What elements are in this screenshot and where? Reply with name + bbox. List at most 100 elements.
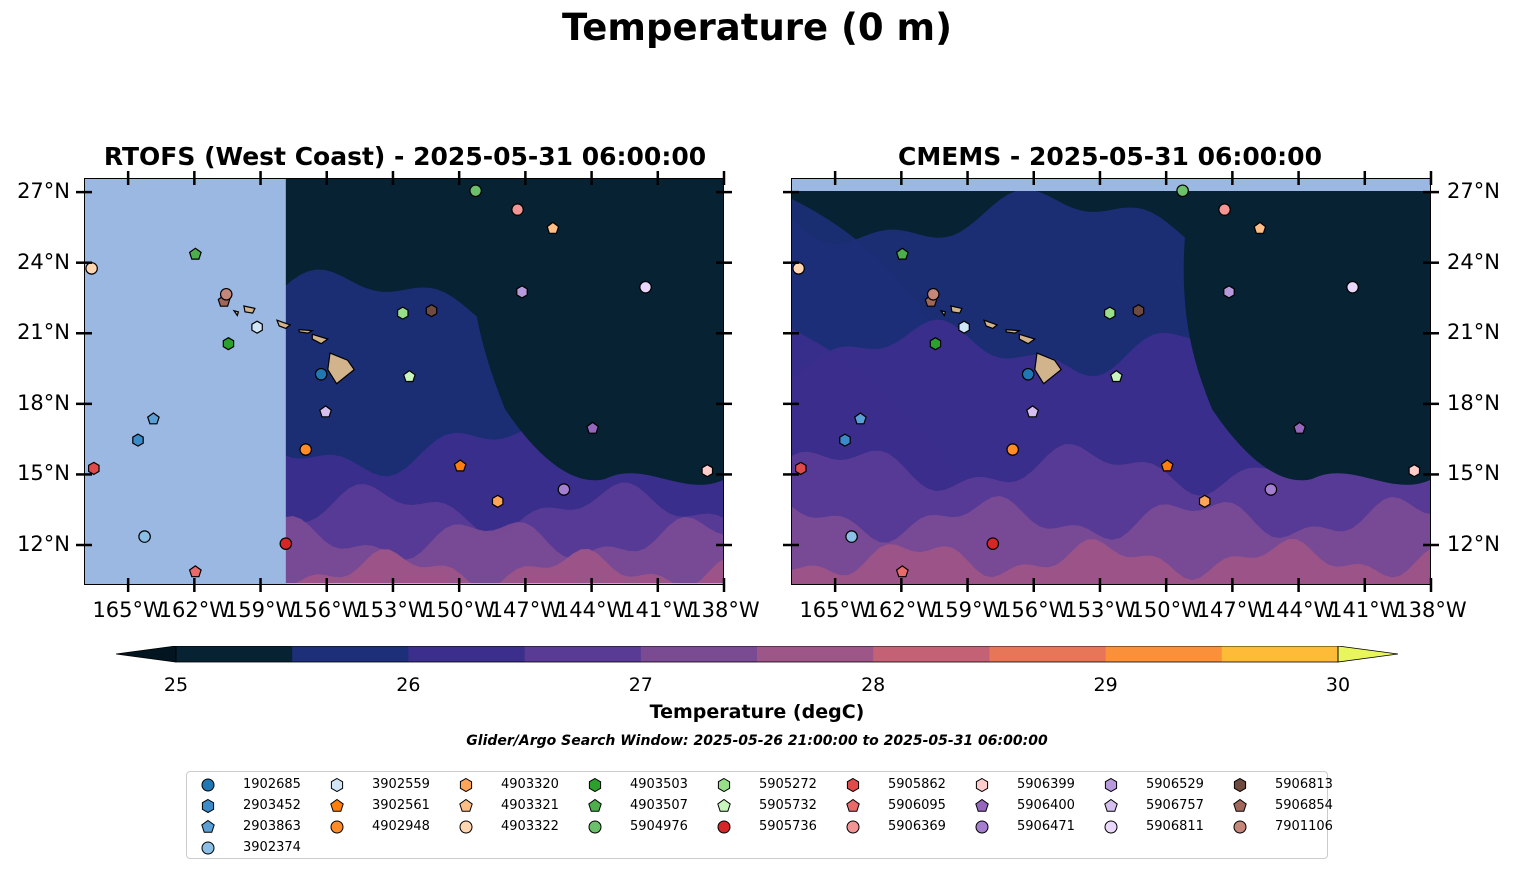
island-hawaii-big-island [1034,352,1063,385]
colorbar-tick-26: 26 [396,674,421,696]
float-marker-2903452[interactable] [132,433,144,447]
legend-label: 5906095 [888,798,946,813]
legend-marker-icon [201,819,215,833]
colorbar-tick-29: 29 [1093,674,1118,696]
legend-marker-icon [1104,777,1118,793]
island-niihau [232,309,240,317]
legend-label: 4903322 [501,819,559,834]
map-panel-cmems[interactable] [791,178,1431,585]
float-marker-5905272[interactable] [397,306,409,320]
legend-marker-icon [975,820,989,834]
colorbar-tick-28: 28 [861,674,886,696]
float-marker-5905862[interactable] [88,461,100,476]
float-marker-4903322[interactable] [85,262,98,275]
colorbar-over-arrow [1337,646,1398,663]
float-marker-5906400[interactable] [586,421,600,434]
float-marker-4903321[interactable] [1253,221,1267,234]
colorbar-segment [408,646,526,662]
float-marker-4902948[interactable] [1006,443,1019,456]
float-marker-5906757[interactable] [319,405,333,418]
float-marker-7901106[interactable] [219,287,233,301]
float-marker-5905732[interactable] [1109,369,1123,383]
colorbar-tick-30: 30 [1325,674,1351,696]
float-marker-2903863[interactable] [146,412,160,425]
lon-tick-left--159: 159°W [224,598,297,622]
float-marker-5906811[interactable] [639,280,652,294]
float-marker-2903452[interactable] [839,433,851,447]
float-marker-5906369[interactable] [1218,203,1231,216]
float-marker-5906399[interactable] [1408,464,1421,478]
float-marker-5905736[interactable] [986,537,1000,550]
legend-label: 5906369 [888,819,946,834]
float-marker-5905862[interactable] [795,461,807,476]
float-marker-5906811[interactable] [1346,280,1359,294]
legend-marker-icon [588,798,602,812]
float-marker-3902561[interactable] [1160,459,1174,472]
float-marker-5906529[interactable] [1223,285,1235,299]
float-marker-3902559[interactable] [958,320,970,334]
float-marker-5906471[interactable] [1264,483,1278,496]
legend-label: 3902561 [372,798,430,813]
legend-marker-icon [330,798,344,812]
lat-tick-left-18: 18°N [17,390,70,415]
float-marker-5905732[interactable] [402,369,416,383]
lat-tick-left-27: 27°N [17,179,70,204]
float-marker-2903863[interactable] [853,412,867,425]
legend-label: 2903863 [243,819,301,834]
float-marker-5906471[interactable] [557,483,571,496]
island-oahu [982,319,999,330]
map-panel-rtofs[interactable] [84,178,724,585]
float-marker-5906369[interactable] [511,203,524,216]
float-legend: 1902685 2903452 2903863 3902374 3902559 39025… [186,771,1333,859]
float-marker-3902561[interactable] [453,459,467,472]
island-molokai [298,328,315,334]
float-marker-4903320[interactable] [491,494,504,508]
float-marker-5904976[interactable] [469,184,482,198]
float-marker-5906813[interactable] [1132,304,1145,318]
lat-tick-right-24: 24°N [1447,249,1500,274]
float-marker-4902948[interactable] [299,443,312,456]
legend-label: 5904976 [630,819,688,834]
float-marker-5906529[interactable] [516,285,528,299]
float-marker-5906399[interactable] [701,464,714,478]
float-marker-5905272[interactable] [1104,306,1116,320]
float-marker-5906400[interactable] [1293,421,1307,434]
lon-tick-right--153: 153°W [1064,598,1136,622]
float-marker-3902374[interactable] [845,530,858,543]
legend-label: 4903321 [501,798,559,813]
float-marker-3902559[interactable] [251,320,263,334]
lon-tick-left--165: 165°W [92,598,164,622]
float-marker-5906095[interactable] [188,565,202,578]
island-niihau [939,309,947,317]
float-marker-4903503[interactable] [222,337,235,351]
float-marker-4903507[interactable] [895,247,909,260]
float-marker-5906757[interactable] [1026,405,1040,418]
float-marker-7901106[interactable] [926,287,940,301]
float-marker-1902685[interactable] [314,367,328,381]
colorbar-segment [176,646,293,662]
lon-tick-right--165: 165°W [799,598,871,622]
float-marker-4903503[interactable] [929,337,942,351]
float-marker-5906095[interactable] [895,565,909,578]
colorbar [116,646,1398,663]
float-marker-3902374[interactable] [138,530,151,543]
legend-label: 5905862 [888,777,946,792]
island-hawaii-big-island [327,352,356,385]
legend-marker-icon [846,798,860,812]
island-oahu [275,319,292,330]
lon-tick-left--153: 153°W [357,598,429,622]
float-marker-5906813[interactable] [425,304,438,318]
float-marker-4903320[interactable] [1198,494,1211,508]
float-marker-4903322[interactable] [792,262,805,275]
legend-marker-icon [459,798,473,812]
legend-marker-icon [717,777,731,793]
float-marker-4903507[interactable] [188,247,202,260]
float-marker-5904976[interactable] [1176,184,1189,198]
map-canvas-rtofs [85,179,723,584]
legend-marker-icon [330,820,344,834]
float-marker-5905736[interactable] [279,537,293,550]
legend-marker-icon [1233,820,1247,834]
legend-label: 5906757 [1146,798,1204,813]
float-marker-1902685[interactable] [1021,367,1035,381]
float-marker-4903321[interactable] [546,221,560,234]
